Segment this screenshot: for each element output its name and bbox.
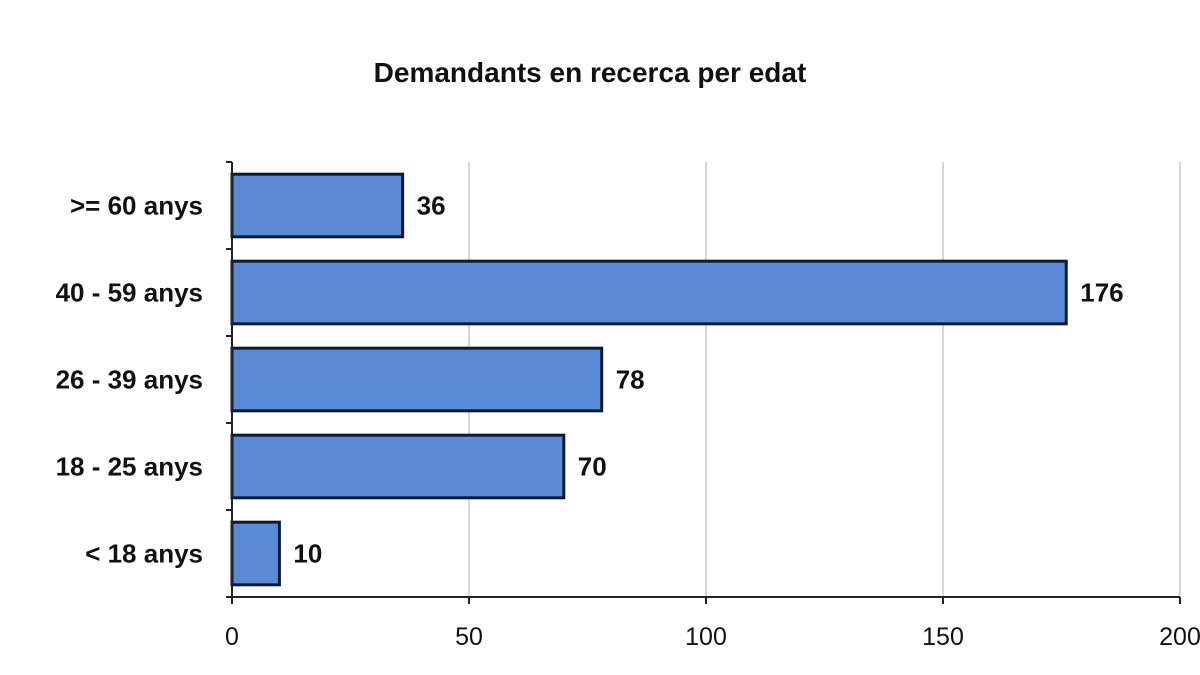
data-label: 10: [293, 539, 322, 569]
category-label: 18 - 25 anys: [56, 452, 203, 482]
bars: [230, 172, 1068, 587]
category-label: 26 - 39 anys: [56, 365, 203, 395]
bar: [230, 259, 1068, 326]
x-tick-label: 150: [922, 623, 964, 651]
x-tick-label: 200: [1159, 623, 1200, 651]
data-label: 78: [616, 365, 645, 395]
data-label: 176: [1080, 278, 1123, 308]
bar: [230, 346, 604, 413]
category-label: >= 60 anys: [70, 191, 203, 221]
category-label: 40 - 59 anys: [56, 278, 203, 308]
chart-title: Demandants en recerca per edat: [374, 57, 807, 88]
bar: [230, 520, 281, 587]
bar: [230, 172, 405, 239]
bar: [230, 433, 566, 500]
x-tick-label: 0: [225, 623, 239, 651]
x-tick-label: 50: [455, 623, 483, 651]
axes: [226, 161, 1181, 604]
x-tick-label: 100: [685, 623, 727, 651]
data-label: 36: [417, 191, 446, 221]
labels: 36 >= 60 anys 176 40 - 59 anys 78 26 - 39 any…: [56, 191, 1200, 652]
data-label: 70: [578, 452, 607, 482]
category-label: < 18 anys: [85, 539, 203, 569]
